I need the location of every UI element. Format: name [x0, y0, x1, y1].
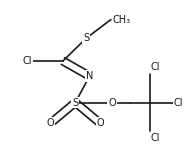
Text: O: O: [108, 98, 116, 107]
Text: N: N: [86, 71, 93, 81]
Text: Cl: Cl: [151, 62, 160, 72]
Text: CH₃: CH₃: [113, 15, 131, 24]
Text: Cl: Cl: [151, 133, 160, 143]
Text: O: O: [47, 118, 54, 128]
Text: S: S: [72, 98, 78, 107]
Text: Cl: Cl: [22, 56, 32, 66]
Text: O: O: [96, 118, 104, 128]
Text: Cl: Cl: [174, 98, 184, 107]
Text: S: S: [83, 33, 89, 43]
